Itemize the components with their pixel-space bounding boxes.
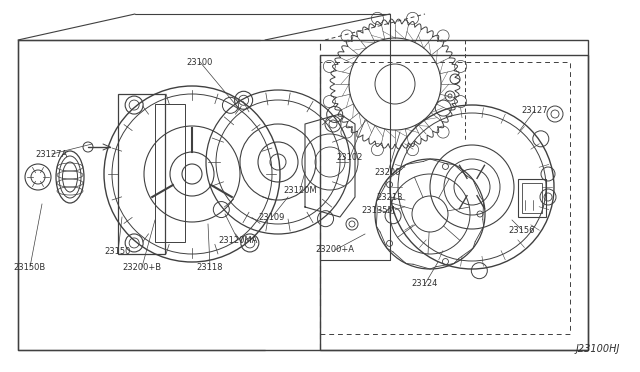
Text: 23135M: 23135M bbox=[361, 205, 395, 215]
Text: 23213: 23213 bbox=[377, 192, 403, 202]
Text: 23109: 23109 bbox=[259, 212, 285, 221]
Text: 23200: 23200 bbox=[375, 167, 401, 176]
Bar bbox=[18, 40, 588, 350]
Text: 23200+A: 23200+A bbox=[316, 246, 355, 254]
Bar bbox=[518, 179, 546, 217]
Text: 23124: 23124 bbox=[412, 279, 438, 289]
Text: 23200+B: 23200+B bbox=[122, 263, 161, 272]
Text: 23150B: 23150B bbox=[14, 263, 46, 272]
Bar bbox=[320, 62, 570, 334]
Text: 23127: 23127 bbox=[522, 106, 548, 115]
Bar bbox=[522, 183, 542, 213]
Text: 23118: 23118 bbox=[196, 263, 223, 272]
Text: 23120MA: 23120MA bbox=[218, 235, 258, 244]
Text: J23100HJ: J23100HJ bbox=[575, 344, 620, 354]
Text: 23127A: 23127A bbox=[36, 150, 68, 158]
Text: 23156: 23156 bbox=[509, 225, 535, 234]
Text: 23150: 23150 bbox=[105, 247, 131, 257]
Text: 23102: 23102 bbox=[337, 153, 363, 161]
Bar bbox=[320, 55, 588, 350]
Text: 23120M: 23120M bbox=[283, 186, 317, 195]
Text: 23100: 23100 bbox=[187, 58, 213, 67]
